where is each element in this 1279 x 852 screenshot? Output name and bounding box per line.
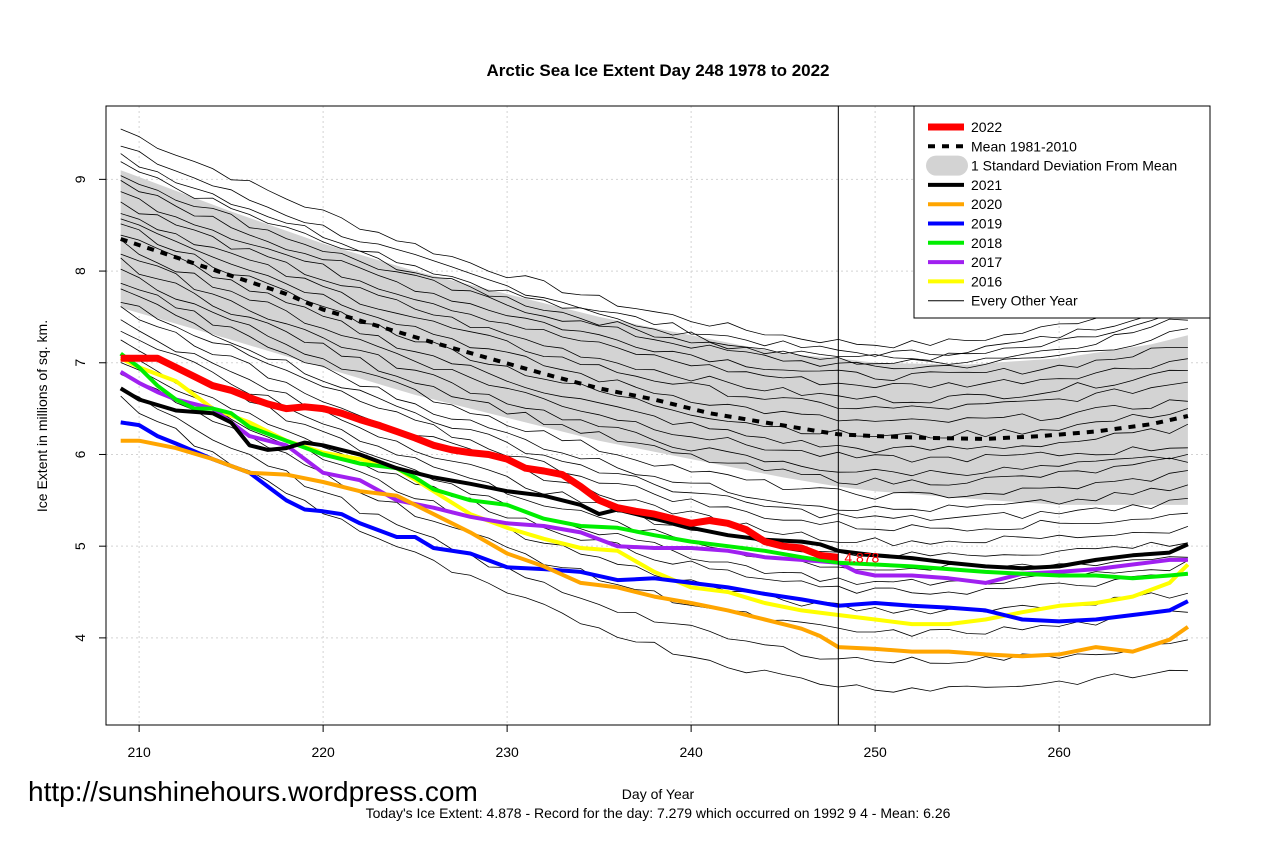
other-year-line <box>120 201 1188 404</box>
x-axis-ticks: 210 220 230 240 250 260 <box>127 725 1071 760</box>
y-tick-label: 9 <box>72 175 88 183</box>
other-year-line <box>120 288 1188 521</box>
footer-summary: Today's Ice Extent: 4.878 - Record for t… <box>366 805 951 821</box>
series-line-2018 <box>119 352 1189 581</box>
other-year-line <box>120 191 1188 389</box>
x-tick-label: 230 <box>495 744 519 760</box>
y-tick-label: 4 <box>72 634 88 642</box>
legend-label: 2019 <box>971 216 1002 232</box>
series-line-2017 <box>119 370 1188 585</box>
series-line-2021 <box>119 386 1189 571</box>
other-year-line <box>120 234 1189 454</box>
legend-label: 2018 <box>971 235 1002 251</box>
other-year-line <box>120 330 1188 571</box>
other-year-line <box>120 357 1188 595</box>
other-year-line <box>120 213 1188 410</box>
other-year-line <box>120 128 1189 349</box>
y-axis-ticks: 4 5 6 7 8 9 <box>72 175 106 642</box>
std-deviation-band <box>120 170 1188 505</box>
other-year-line <box>120 180 1188 382</box>
legend-label: Every Other Year <box>971 293 1078 309</box>
other-year-line <box>120 302 1188 532</box>
x-axis-label: Day of Year <box>622 786 695 802</box>
other-year-line <box>120 253 1188 477</box>
series-line-2022 <box>120 354 839 561</box>
y-axis-label: Ice Extent in millions of sq. km. <box>34 320 50 512</box>
current-value-label: 4.878 <box>844 549 879 565</box>
series-line-2020 <box>120 438 1190 659</box>
other-year-line <box>120 257 1188 486</box>
other-year-line <box>120 218 1188 423</box>
x-tick-label: 260 <box>1047 744 1071 760</box>
other-years-lines <box>120 128 1189 693</box>
other-year-line <box>120 268 1188 500</box>
legend-label: 2022 <box>971 119 1002 135</box>
watermark-url: http://sunshinehours.wordpress.com <box>28 776 478 807</box>
other-year-line <box>120 306 1189 547</box>
x-tick-label: 210 <box>127 744 151 760</box>
legend-label: 1 Standard Deviation From Mean <box>971 158 1177 174</box>
other-year-line <box>120 175 1188 370</box>
other-year-line <box>120 282 1189 512</box>
legend-swatch <box>926 155 968 176</box>
series-line-2019 <box>120 420 1189 624</box>
legend-label: 2020 <box>971 196 1002 212</box>
y-tick-label: 8 <box>72 267 88 275</box>
other-year-line <box>120 395 1188 693</box>
legend-label: 2016 <box>971 273 1002 289</box>
plot-area-frame <box>105 105 1211 726</box>
legend-label: Mean 1981-2010 <box>971 138 1077 154</box>
legend-label: 2017 <box>971 254 1002 270</box>
other-year-line <box>120 319 1188 558</box>
other-year-line <box>120 374 1188 637</box>
other-year-line <box>120 339 1189 586</box>
y-tick-label: 7 <box>72 359 88 367</box>
legend: 2022 Mean 1981-2010 1 Standard Deviation F… <box>913 105 1211 319</box>
chart-title: Arctic Sea Ice Extent Day 248 1978 to 20… <box>486 61 829 80</box>
other-year-line <box>120 153 1188 361</box>
other-year-line <box>120 388 1188 664</box>
x-tick-label: 250 <box>863 744 887 760</box>
series-lines <box>119 237 1190 659</box>
other-year-line <box>120 239 1188 463</box>
x-tick-label: 220 <box>311 744 335 760</box>
other-year-line <box>120 161 1188 365</box>
y-tick-label: 6 <box>72 450 88 458</box>
x-tick-label: 240 <box>679 744 703 760</box>
legend-label: 2021 <box>971 177 1002 193</box>
other-year-line <box>120 145 1189 357</box>
y-tick-label: 5 <box>72 542 88 550</box>
